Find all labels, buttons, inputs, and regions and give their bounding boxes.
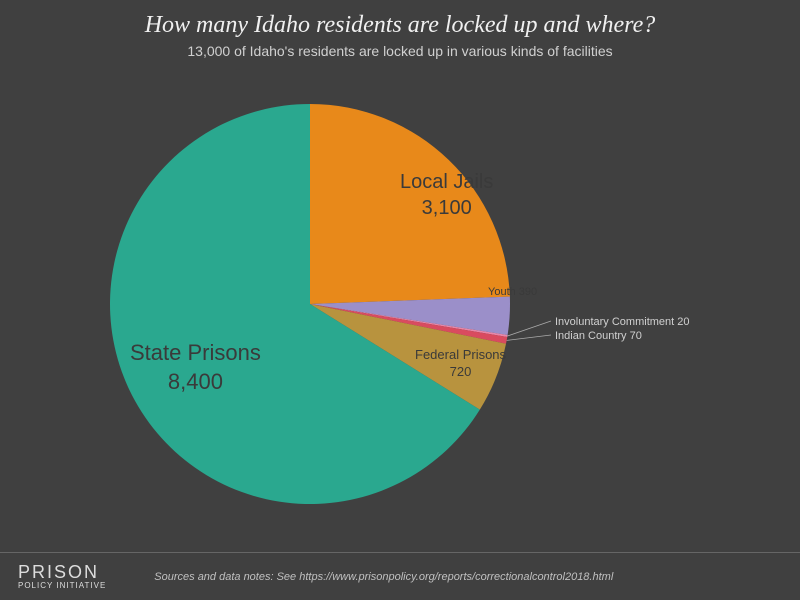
logo: PRISON POLICY INITIATIVE — [18, 563, 106, 590]
logo-bottom: POLICY INITIATIVE — [18, 582, 106, 590]
source-text: Sources and data notes: See https://www.… — [154, 571, 613, 583]
slice-name: Local Jails — [400, 169, 493, 195]
pie-chart: Local Jails3,100Youth 390Involuntary Com… — [0, 69, 800, 539]
footer: PRISON POLICY INITIATIVE Sources and dat… — [0, 552, 800, 600]
slice-label: Indian Country 70 — [555, 329, 642, 344]
slice-label: Federal Prisons720 — [415, 347, 506, 381]
slice-value: 8,400 — [130, 368, 261, 397]
pie-svg — [0, 69, 800, 539]
slice-label: Youth 390 — [488, 285, 537, 299]
slice-label: State Prisons8,400 — [130, 339, 261, 396]
slice-name: State Prisons — [130, 339, 261, 368]
slice-label: Local Jails3,100 — [400, 169, 493, 221]
slice-value: 720 — [415, 364, 506, 381]
page-subtitle: 13,000 of Idaho's residents are locked u… — [0, 43, 800, 59]
logo-top: PRISON — [18, 563, 106, 581]
slice-name: Federal Prisons — [415, 347, 506, 364]
slice-value: 3,100 — [400, 195, 493, 221]
page-title: How many Idaho residents are locked up a… — [0, 12, 800, 39]
